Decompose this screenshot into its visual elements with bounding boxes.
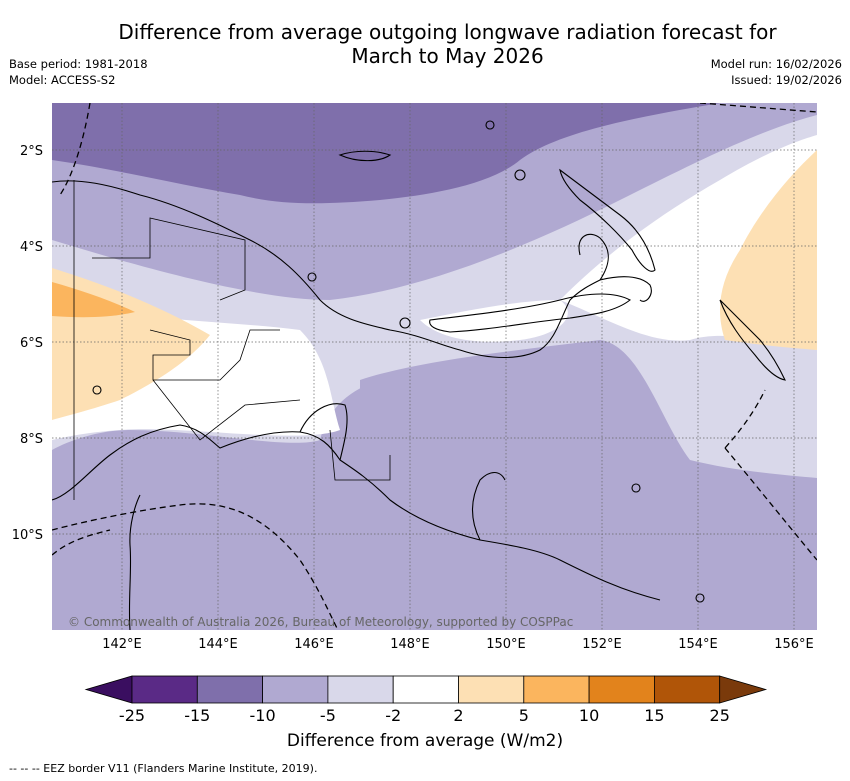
colorbar-tick-label: 25 — [710, 706, 730, 725]
colorbar-swatch — [262, 675, 329, 704]
coast-new-guinea-north — [52, 180, 652, 359]
colorbar-tick-label: -10 — [250, 706, 276, 725]
colorbar-tick-label: 15 — [644, 706, 664, 725]
colorbar-tick-label: 10 — [579, 706, 599, 725]
coast-manus — [338, 150, 392, 162]
lon-label-142e: 142°E — [102, 637, 142, 652]
lon-label-148e: 148°E — [390, 637, 430, 652]
coast-new-britain — [429, 293, 631, 333]
field-plus5-west — [52, 282, 135, 318]
colorbar-over-arrow — [719, 675, 768, 704]
copyright-text: © Commonwealth of Australia 2026, Bureau… — [68, 615, 573, 629]
coast-new-ireland — [559, 168, 656, 272]
colorbar-tick-label: -5 — [320, 706, 336, 725]
island-new-hanover — [514, 169, 526, 181]
base-period: Base period: 1981-2018 — [9, 57, 148, 71]
coast-gulf-papua — [299, 403, 348, 461]
island-karkar — [307, 272, 317, 282]
eez-south — [52, 503, 339, 630]
colorbar-tick-label: 5 — [519, 706, 529, 725]
chart-title: Difference from average outgoing longwav… — [0, 20, 850, 68]
colorbar-swatch — [654, 675, 721, 704]
lon-label-144e: 144°E — [198, 637, 238, 652]
eez-north-west — [59, 103, 91, 196]
eez-borders — [52, 103, 817, 630]
colorbar-label: Difference from average (W/m2) — [286, 731, 564, 751]
coast-cape-york — [128, 494, 141, 630]
border-gulf — [329, 429, 391, 481]
lat-label-10s: 10°S — [12, 528, 43, 543]
lon-label-150e: 150°E — [486, 637, 526, 652]
border-western — [152, 379, 301, 441]
title-line-1: Difference from average outgoing longwav… — [118, 20, 777, 44]
lat-label-6s: 6°S — [20, 336, 43, 351]
meta-left: Base period: 1981-2018 Model: ACCESS-S2 — [9, 56, 148, 88]
field-minus10-south — [180, 340, 817, 630]
island-mussau — [485, 120, 495, 130]
island-woodlark — [631, 483, 641, 493]
lat-label-2s: 2°S — [20, 144, 43, 159]
colorbar-swatch — [131, 675, 198, 704]
eez-east-2 — [724, 447, 817, 561]
lat-label-8s: 8°S — [20, 432, 43, 447]
colorbar-swatch — [588, 675, 655, 704]
border-sepik — [92, 217, 246, 301]
island-rossel — [695, 593, 705, 603]
lon-label-146e: 146°E — [294, 637, 334, 652]
gridlines — [52, 103, 817, 630]
eez-south-west — [52, 529, 111, 556]
title-line-2: March to May 2026 — [351, 44, 544, 68]
colorbar-tick-label: -15 — [184, 706, 210, 725]
lat-label-4s: 4°S — [20, 240, 43, 255]
colorbar: -25 -15 -10 -5 -2 2 5 10 15 25 — [84, 675, 768, 725]
model-name: Model: ACCESS-S2 — [9, 73, 116, 87]
eez-east-1 — [724, 389, 766, 449]
coast-huon-peninsula — [578, 233, 609, 281]
model-run: Model run: 16/02/2026 — [710, 57, 842, 71]
colorbar-swatch — [392, 675, 459, 704]
province-borders — [73, 180, 391, 500]
colorbar-swatch — [523, 675, 590, 704]
lat-labels: 2°S 4°S 6°S 8°S 10°S — [12, 144, 43, 543]
colorbar-tick-label: 2 — [453, 706, 463, 725]
lon-label-152e: 152°E — [582, 637, 622, 652]
lon-labels: 142°E 144°E 146°E 148°E 150°E 152°E 154°… — [102, 637, 814, 652]
colorbar-tick-label: -2 — [385, 706, 401, 725]
island-umboi — [399, 317, 411, 329]
map-fields — [52, 103, 817, 630]
lon-label-154e: 154°E — [678, 637, 718, 652]
coast-east-cape — [472, 471, 506, 541]
lon-label-156e: 156°E — [774, 637, 814, 652]
colorbar-swatch — [196, 675, 264, 704]
colorbar-swatch — [327, 675, 394, 704]
eez-north-east — [699, 103, 817, 113]
meta-right: Model run: 16/02/2026 Issued: 19/02/2026 — [711, 56, 842, 88]
eez-footnote: -- -- -- EEZ border V11 (Flanders Marine… — [9, 762, 318, 775]
island-lake-marshes — [92, 385, 102, 395]
colorbar-tick-label: -25 — [119, 706, 145, 725]
field-minus15-north — [52, 103, 720, 204]
coast-bougainville — [719, 299, 786, 381]
colorbar-swatch — [458, 675, 525, 704]
field-plus2-east — [720, 150, 817, 350]
issued-date: Issued: 19/02/2026 — [731, 73, 842, 87]
colorbar-under-arrow — [84, 675, 133, 704]
